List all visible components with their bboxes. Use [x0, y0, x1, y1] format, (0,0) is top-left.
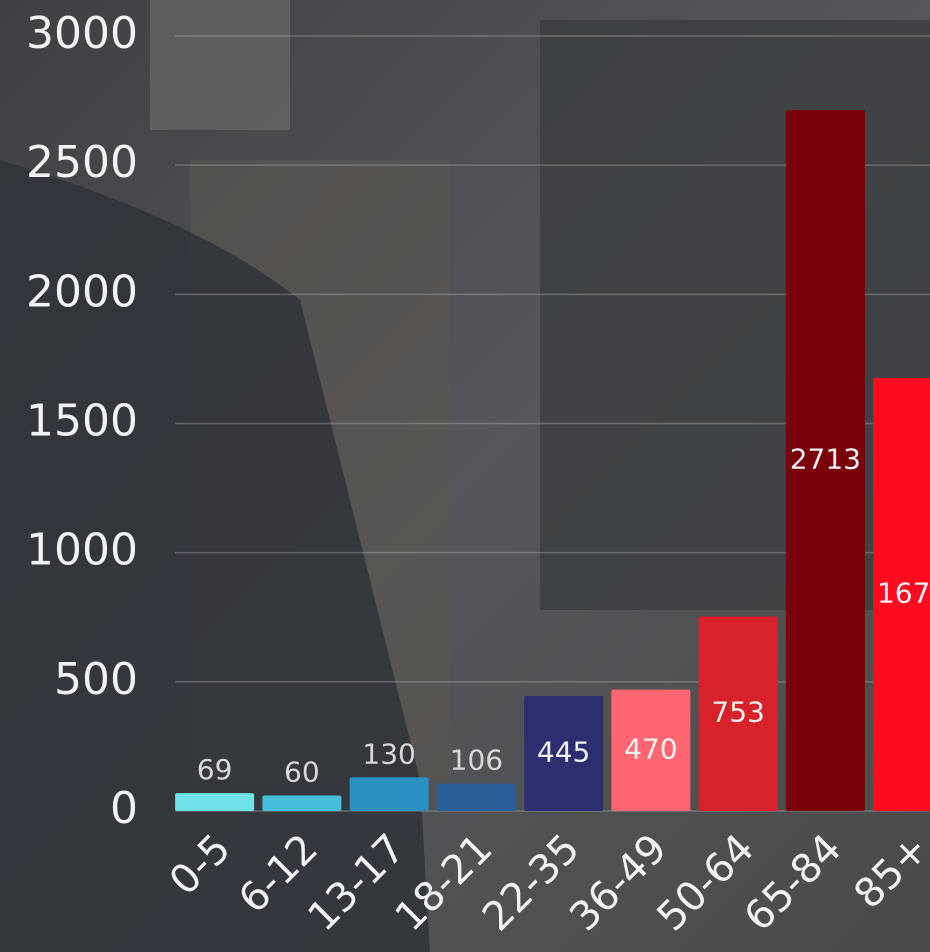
value-label: 130	[362, 737, 415, 770]
bar	[262, 795, 342, 811]
value-label: 470	[624, 732, 677, 765]
value-label: 2713	[790, 443, 861, 476]
bar	[175, 793, 255, 811]
y-tick-label: 1000	[26, 525, 138, 576]
bar	[349, 777, 429, 811]
value-label: 753	[711, 696, 764, 729]
y-tick-label: 2000	[26, 266, 138, 317]
value-label: 69	[197, 753, 233, 786]
value-label: 1676	[877, 577, 930, 610]
bar	[611, 689, 691, 811]
y-tick-label: 0	[110, 783, 138, 834]
bar	[873, 378, 930, 811]
value-label: 445	[537, 736, 590, 769]
bar	[524, 696, 604, 811]
y-tick-label: 500	[54, 654, 138, 705]
y-tick-label: 1500	[26, 396, 138, 447]
bar	[436, 783, 516, 811]
y-tick-label: 3000	[26, 8, 138, 59]
value-label: 106	[450, 744, 503, 777]
bar	[698, 616, 778, 811]
person	[0, 160, 430, 952]
exit-sign	[150, 0, 290, 130]
board	[540, 20, 930, 610]
y-tick-label: 2500	[26, 137, 138, 188]
value-label: 60	[284, 756, 320, 789]
bar	[785, 110, 865, 812]
